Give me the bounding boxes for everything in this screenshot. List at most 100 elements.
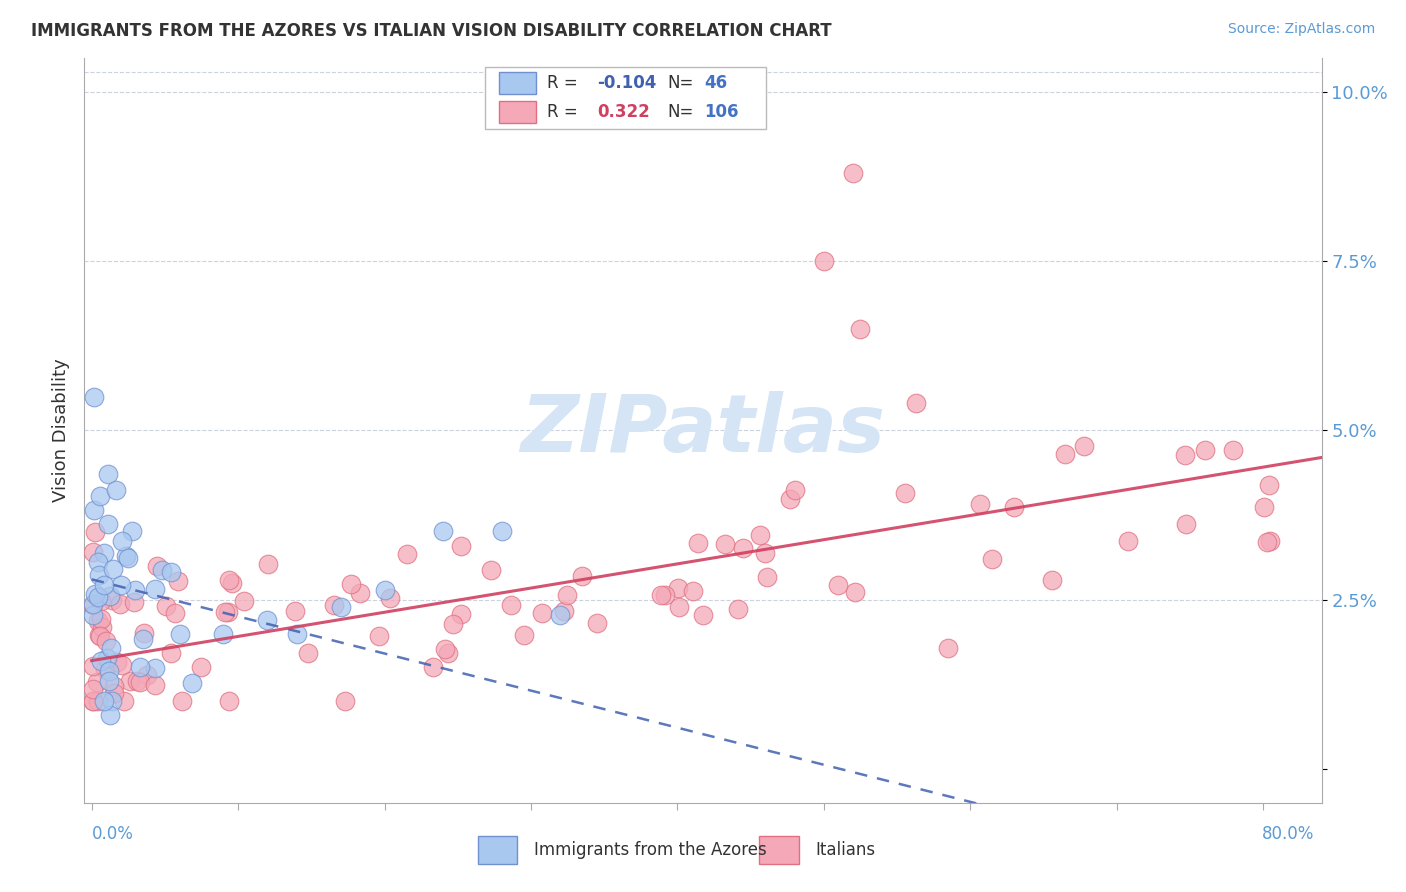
FancyBboxPatch shape bbox=[485, 67, 766, 129]
Point bbox=[114, 549, 136, 563]
Point bbox=[1116, 533, 1139, 548]
Point bbox=[844, 585, 866, 599]
Point bbox=[1174, 448, 1197, 462]
Point bbox=[111, 534, 134, 549]
Point bbox=[128, 660, 150, 674]
Text: R =: R = bbox=[547, 103, 578, 120]
Point bbox=[969, 497, 991, 511]
Point bbox=[214, 605, 236, 619]
Point bbox=[169, 627, 191, 641]
Bar bbox=[759, 836, 799, 863]
Point bbox=[257, 557, 280, 571]
Point bbox=[894, 486, 917, 500]
Point bbox=[378, 591, 401, 606]
Point bbox=[479, 563, 502, 577]
Point bbox=[83, 524, 105, 539]
Point bbox=[94, 661, 117, 675]
Point bbox=[97, 673, 120, 688]
Point bbox=[98, 589, 121, 603]
Bar bbox=[499, 72, 536, 94]
Point bbox=[93, 578, 115, 592]
Text: 106: 106 bbox=[704, 103, 740, 120]
Point bbox=[827, 577, 849, 591]
Point bbox=[349, 585, 371, 599]
Point bbox=[1258, 533, 1281, 548]
Point bbox=[146, 558, 169, 573]
Point bbox=[233, 594, 256, 608]
Point bbox=[981, 551, 1004, 566]
Text: Source: ZipAtlas.com: Source: ZipAtlas.com bbox=[1227, 22, 1375, 37]
Point bbox=[654, 588, 676, 602]
Point bbox=[143, 582, 166, 596]
Point bbox=[82, 597, 104, 611]
Point bbox=[103, 686, 125, 700]
Text: 46: 46 bbox=[704, 73, 727, 92]
Point bbox=[93, 546, 115, 560]
Point bbox=[129, 674, 152, 689]
Text: 0.322: 0.322 bbox=[598, 103, 651, 120]
Point bbox=[1253, 500, 1275, 515]
Point bbox=[323, 598, 346, 612]
Point bbox=[93, 694, 115, 708]
Point bbox=[167, 574, 190, 589]
Point bbox=[221, 576, 243, 591]
Text: ZIPatlas: ZIPatlas bbox=[520, 392, 886, 469]
Point bbox=[437, 646, 460, 660]
Point bbox=[159, 566, 181, 580]
Point bbox=[585, 615, 607, 630]
Point bbox=[135, 667, 157, 681]
Point bbox=[714, 537, 737, 551]
Point bbox=[936, 640, 959, 655]
Point bbox=[530, 606, 553, 620]
Point bbox=[755, 570, 778, 584]
Point bbox=[450, 607, 472, 622]
Point bbox=[373, 583, 395, 598]
Point bbox=[441, 616, 464, 631]
Point bbox=[83, 390, 105, 404]
Point bbox=[163, 607, 186, 621]
Point bbox=[89, 628, 111, 642]
Point bbox=[422, 660, 444, 674]
Y-axis label: Vision Disability: Vision Disability bbox=[52, 359, 70, 502]
Point bbox=[218, 694, 240, 708]
Point bbox=[297, 646, 319, 660]
Point bbox=[1194, 442, 1216, 457]
Point bbox=[1258, 478, 1281, 492]
Point bbox=[557, 588, 579, 602]
Text: 0.0%: 0.0% bbox=[91, 825, 134, 843]
Point bbox=[114, 694, 136, 708]
Point bbox=[329, 599, 352, 614]
Point bbox=[124, 583, 146, 598]
Point bbox=[82, 545, 104, 559]
Point bbox=[218, 573, 240, 587]
Point bbox=[785, 483, 807, 498]
Point bbox=[121, 524, 143, 538]
Point bbox=[779, 492, 801, 507]
Point bbox=[256, 613, 278, 627]
Point bbox=[1002, 500, 1025, 514]
Point bbox=[96, 651, 118, 665]
Point bbox=[155, 599, 177, 614]
Point bbox=[86, 674, 108, 689]
Point bbox=[499, 598, 522, 612]
Point bbox=[100, 641, 122, 656]
Point bbox=[849, 322, 872, 336]
Point bbox=[571, 569, 593, 583]
Point bbox=[686, 536, 709, 550]
Point bbox=[98, 707, 121, 722]
Point bbox=[98, 664, 121, 678]
Point bbox=[450, 539, 472, 553]
Point bbox=[87, 590, 110, 604]
Point bbox=[101, 561, 124, 575]
Point bbox=[89, 629, 111, 643]
Point bbox=[118, 673, 141, 688]
Point bbox=[89, 489, 111, 503]
Point bbox=[87, 694, 110, 708]
Point bbox=[82, 658, 104, 673]
Point bbox=[813, 254, 835, 268]
Point bbox=[754, 546, 776, 560]
Point bbox=[150, 564, 173, 578]
Point bbox=[124, 595, 146, 609]
Point bbox=[513, 628, 536, 642]
Point bbox=[1040, 573, 1063, 587]
